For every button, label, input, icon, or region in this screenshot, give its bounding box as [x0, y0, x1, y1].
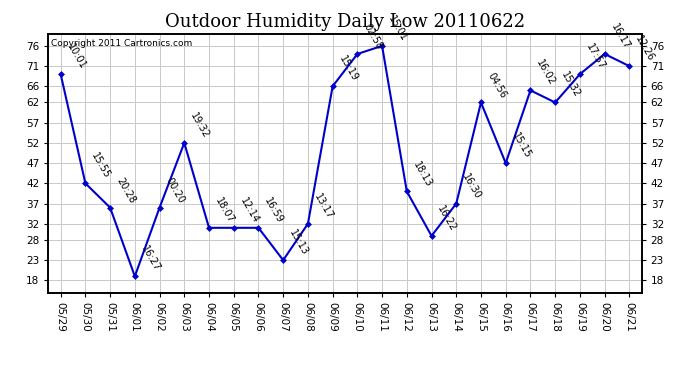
Text: 15:01: 15:01	[386, 14, 409, 43]
Text: 12:14: 12:14	[238, 196, 261, 225]
Text: 13:17: 13:17	[312, 192, 335, 221]
Text: 16:59: 16:59	[263, 196, 285, 225]
Text: 15:13: 15:13	[287, 228, 310, 257]
Text: 15:19: 15:19	[337, 54, 359, 84]
Text: 18:13: 18:13	[411, 160, 433, 189]
Text: 04:56: 04:56	[485, 70, 508, 100]
Text: 19:32: 19:32	[188, 111, 211, 140]
Text: 12:26: 12:26	[633, 34, 656, 63]
Text: 17:57: 17:57	[584, 42, 607, 71]
Text: 16:30: 16:30	[460, 172, 483, 201]
Text: 15:32: 15:32	[560, 70, 582, 100]
Text: 15:55: 15:55	[90, 151, 112, 180]
Text: 16:17: 16:17	[609, 22, 631, 51]
Text: Copyright 2011 Cartronics.com: Copyright 2011 Cartronics.com	[51, 39, 193, 48]
Text: 18:07: 18:07	[213, 196, 236, 225]
Text: 16:02: 16:02	[535, 58, 558, 88]
Title: Outdoor Humidity Daily Low 20110622: Outdoor Humidity Daily Low 20110622	[165, 13, 525, 31]
Text: 16:27: 16:27	[139, 244, 161, 273]
Text: 02:58: 02:58	[362, 22, 384, 51]
Text: 10:01: 10:01	[65, 42, 88, 71]
Text: 16:22: 16:22	[435, 204, 458, 233]
Text: 15:15: 15:15	[510, 131, 533, 160]
Text: 00:20: 00:20	[164, 176, 186, 205]
Text: 20:28: 20:28	[115, 176, 137, 205]
